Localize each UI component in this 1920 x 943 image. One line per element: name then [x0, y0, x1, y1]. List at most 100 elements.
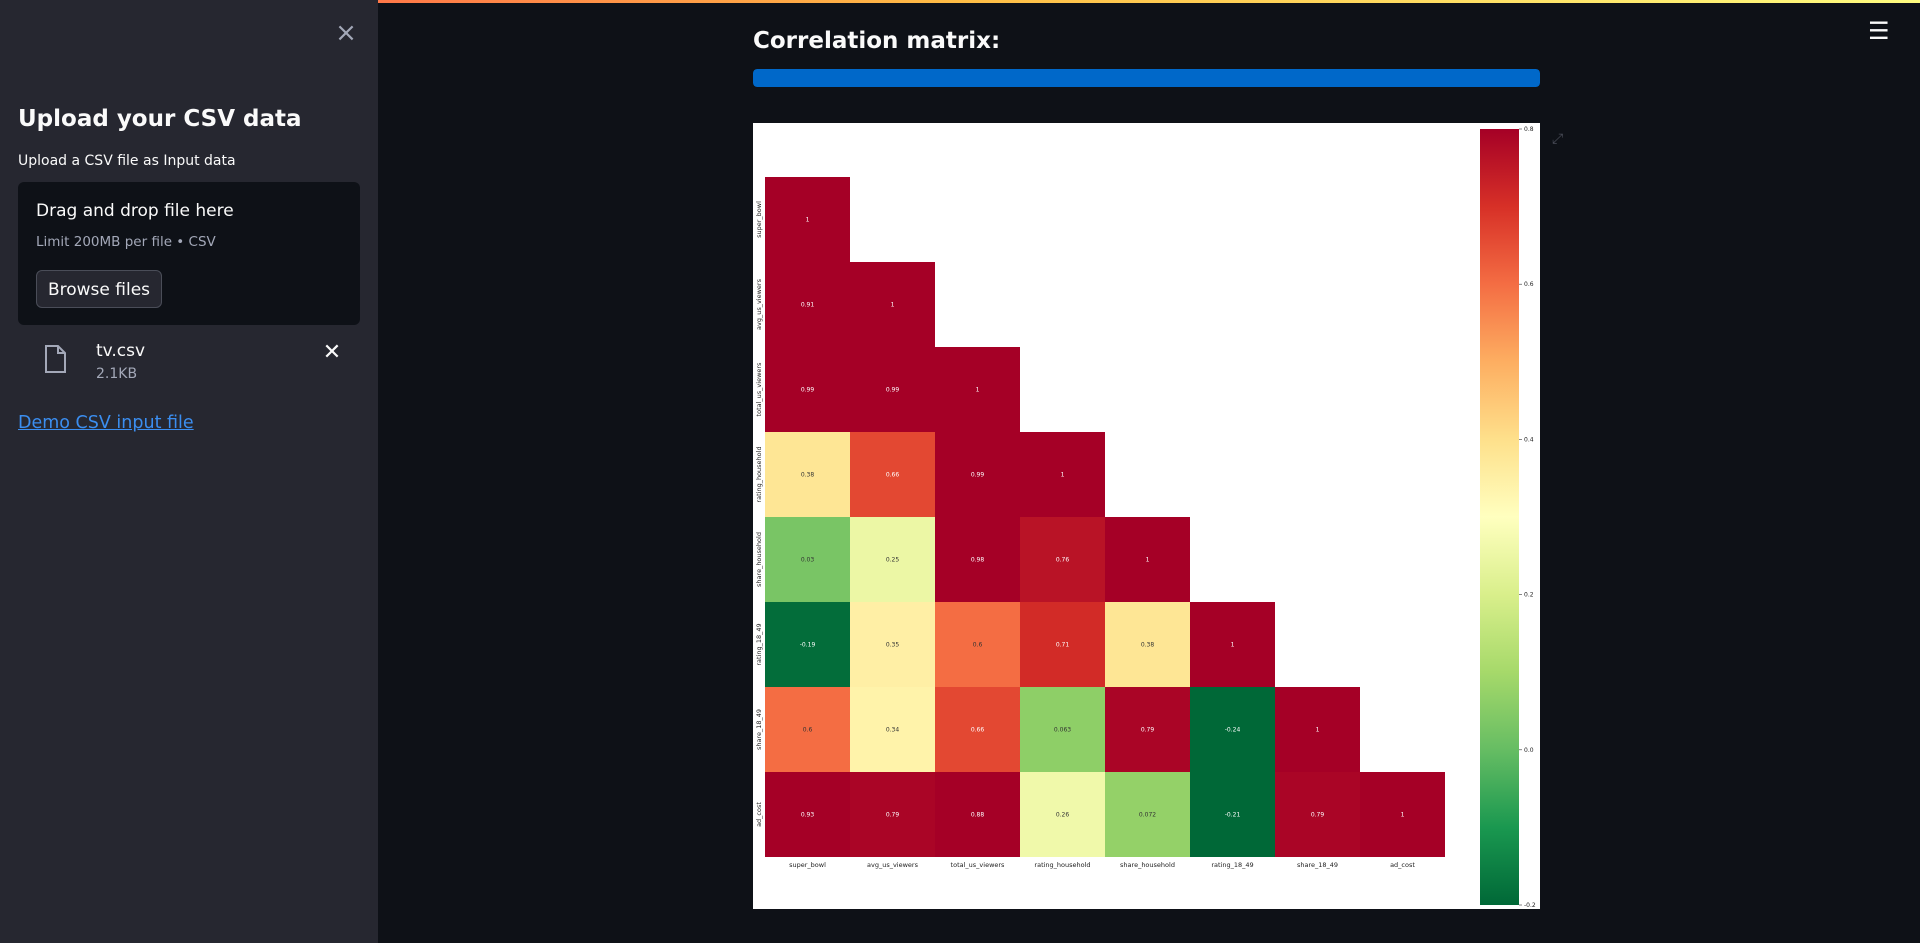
heatmap-cell	[935, 602, 1020, 687]
cell-value-label: 0.91	[801, 302, 815, 309]
cell-value-label: 0.66	[971, 727, 985, 734]
colorbar-tick-label: 0.8	[1524, 126, 1534, 133]
heatmap-cell	[765, 347, 850, 432]
heatmap-cell	[1105, 602, 1190, 687]
file-icon	[45, 345, 66, 373]
correlation-heatmap-figure: 1 0.91 1 0.99 0.99 1 0.38 0.66 0.99 1 0.03 0.25 0.98…	[753, 123, 1540, 909]
cell-value-label: 1	[1061, 472, 1065, 479]
y-tick-label: rating_18_49	[755, 623, 763, 665]
heatmap-cell	[935, 687, 1020, 772]
x-tick-label: ad_cost	[1390, 861, 1415, 869]
heatmap-cell	[1190, 687, 1275, 772]
upload-label: Upload a CSV file as Input data	[18, 153, 236, 169]
cell-value-label: 0.38	[801, 472, 815, 479]
dropzone-title: Drag and drop file here	[36, 201, 234, 221]
x-tick-label: rating_18_49	[1211, 861, 1253, 869]
heatmap-cell	[850, 687, 935, 772]
heatmap-cell	[850, 347, 935, 432]
heatmap-cell	[1020, 687, 1105, 772]
cell-value-label: 0.063	[1054, 727, 1071, 734]
colorbar-tick-label: 0.4	[1524, 436, 1534, 443]
remove-file-icon[interactable]: ✕	[322, 340, 342, 365]
cell-value-label: 1	[891, 302, 895, 309]
heatmap-cell	[765, 432, 850, 517]
heatmap-cell	[1275, 687, 1360, 772]
heatmap-cell	[765, 177, 850, 262]
heatmap-cell	[1190, 772, 1275, 857]
heatmap-cell	[1020, 517, 1105, 602]
y-tick-label: super_bowl	[755, 201, 763, 238]
page-title: Correlation matrix:	[753, 28, 1001, 54]
cell-value-label: 0.93	[801, 812, 815, 819]
cell-value-label: 1	[1401, 812, 1405, 819]
hamburger-icon[interactable]: ☰	[1868, 17, 1890, 45]
browse-files-button[interactable]: Browse files	[36, 270, 162, 308]
heatmap-cell	[935, 517, 1020, 602]
heatmap-cell	[935, 347, 1020, 432]
colorbar-tick-label: 0.2	[1524, 592, 1534, 599]
sidebar: × Upload your CSV data Upload a CSV file…	[0, 0, 378, 943]
heatmap-cell	[1190, 602, 1275, 687]
cell-value-label: 1	[806, 217, 810, 224]
cell-value-label: 1	[976, 387, 980, 394]
y-tick-label: ad_cost	[755, 802, 763, 827]
y-tick-label: total_us_viewers	[755, 362, 763, 417]
demo-csv-link[interactable]: Demo CSV input file	[18, 413, 194, 433]
heatmap-cell	[765, 687, 850, 772]
heatmap-cell	[765, 262, 850, 347]
cell-value-label: 0.03	[801, 557, 815, 564]
cell-value-label: 0.79	[1141, 727, 1155, 734]
cell-value-label: 0.99	[971, 472, 985, 479]
cell-value-label: 1	[1316, 727, 1320, 734]
cell-value-label: -0.19	[800, 642, 816, 649]
cell-value-label: 0.26	[1056, 812, 1070, 819]
y-tick-label: share_household	[755, 532, 763, 587]
heatmap-cell	[1020, 432, 1105, 517]
correlation-heatmap: 1 0.91 1 0.99 0.99 1 0.38 0.66 0.99 1 0.03 0.25 0.98…	[755, 126, 1536, 909]
heatmap-cell	[1105, 517, 1190, 602]
y-tick-label: rating_household	[755, 446, 763, 502]
sidebar-title: Upload your CSV data	[18, 106, 302, 132]
cell-value-label: -0.24	[1225, 727, 1241, 734]
heatmap-cell	[765, 602, 850, 687]
x-tick-label: rating_household	[1034, 861, 1090, 869]
cell-value-label: 0.66	[886, 472, 900, 479]
progress-bar	[753, 69, 1540, 87]
file-dropzone[interactable]: Drag and drop file here Limit 200MB per …	[18, 182, 360, 325]
cell-value-label: 0.79	[886, 812, 900, 819]
fullscreen-icon[interactable]: ⤢	[1552, 131, 1564, 147]
cell-value-label: 0.99	[886, 387, 900, 394]
top-decoration-bar	[0, 0, 1920, 3]
file-size: 2.1KB	[96, 366, 138, 382]
cell-value-label: 0.072	[1139, 812, 1156, 819]
colorbar-tick-label: 0.0	[1524, 747, 1534, 754]
heatmap-cell	[1275, 772, 1360, 857]
heatmap-cell	[1360, 772, 1445, 857]
cell-value-label: 0.88	[971, 812, 985, 819]
colorbar-tick-label: 0.6	[1524, 281, 1534, 288]
cell-value-label: 0.98	[971, 557, 985, 564]
colorbar-tick-label: -0.2	[1524, 902, 1536, 909]
cell-value-label: 0.99	[801, 387, 815, 394]
cell-value-label: 0.71	[1056, 642, 1070, 649]
heatmap-cell	[1020, 602, 1105, 687]
file-name: tv.csv	[96, 341, 146, 361]
heatmap-cell	[850, 602, 935, 687]
heatmap-cell	[1020, 772, 1105, 857]
cell-value-label: 0.34	[886, 727, 900, 734]
heatmap-cell	[850, 432, 935, 517]
heatmap-cell	[765, 517, 850, 602]
uploaded-file: tv.csv 2.1KB ✕	[18, 335, 360, 387]
x-tick-label: avg_us_viewers	[867, 861, 919, 869]
cell-value-label: 1	[1231, 642, 1235, 649]
cell-value-label: 0.25	[886, 557, 900, 564]
x-tick-label: super_bowl	[789, 861, 826, 869]
progress-fill	[753, 69, 1540, 87]
cell-value-label: 0.35	[886, 642, 900, 649]
y-tick-label: share_18_49	[755, 709, 763, 750]
heatmap-cell	[1105, 772, 1190, 857]
y-tick-label: avg_us_viewers	[755, 278, 763, 330]
dropzone-limit: Limit 200MB per file • CSV	[36, 234, 216, 250]
close-sidebar-icon[interactable]: ×	[335, 18, 357, 48]
cell-value-label: 0.76	[1056, 557, 1070, 564]
